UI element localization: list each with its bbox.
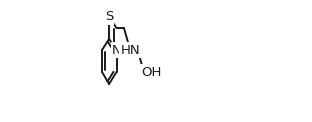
Text: S: S [105,10,113,24]
Text: N: N [112,44,121,56]
Text: HN: HN [120,44,140,56]
Text: OH: OH [141,66,162,78]
